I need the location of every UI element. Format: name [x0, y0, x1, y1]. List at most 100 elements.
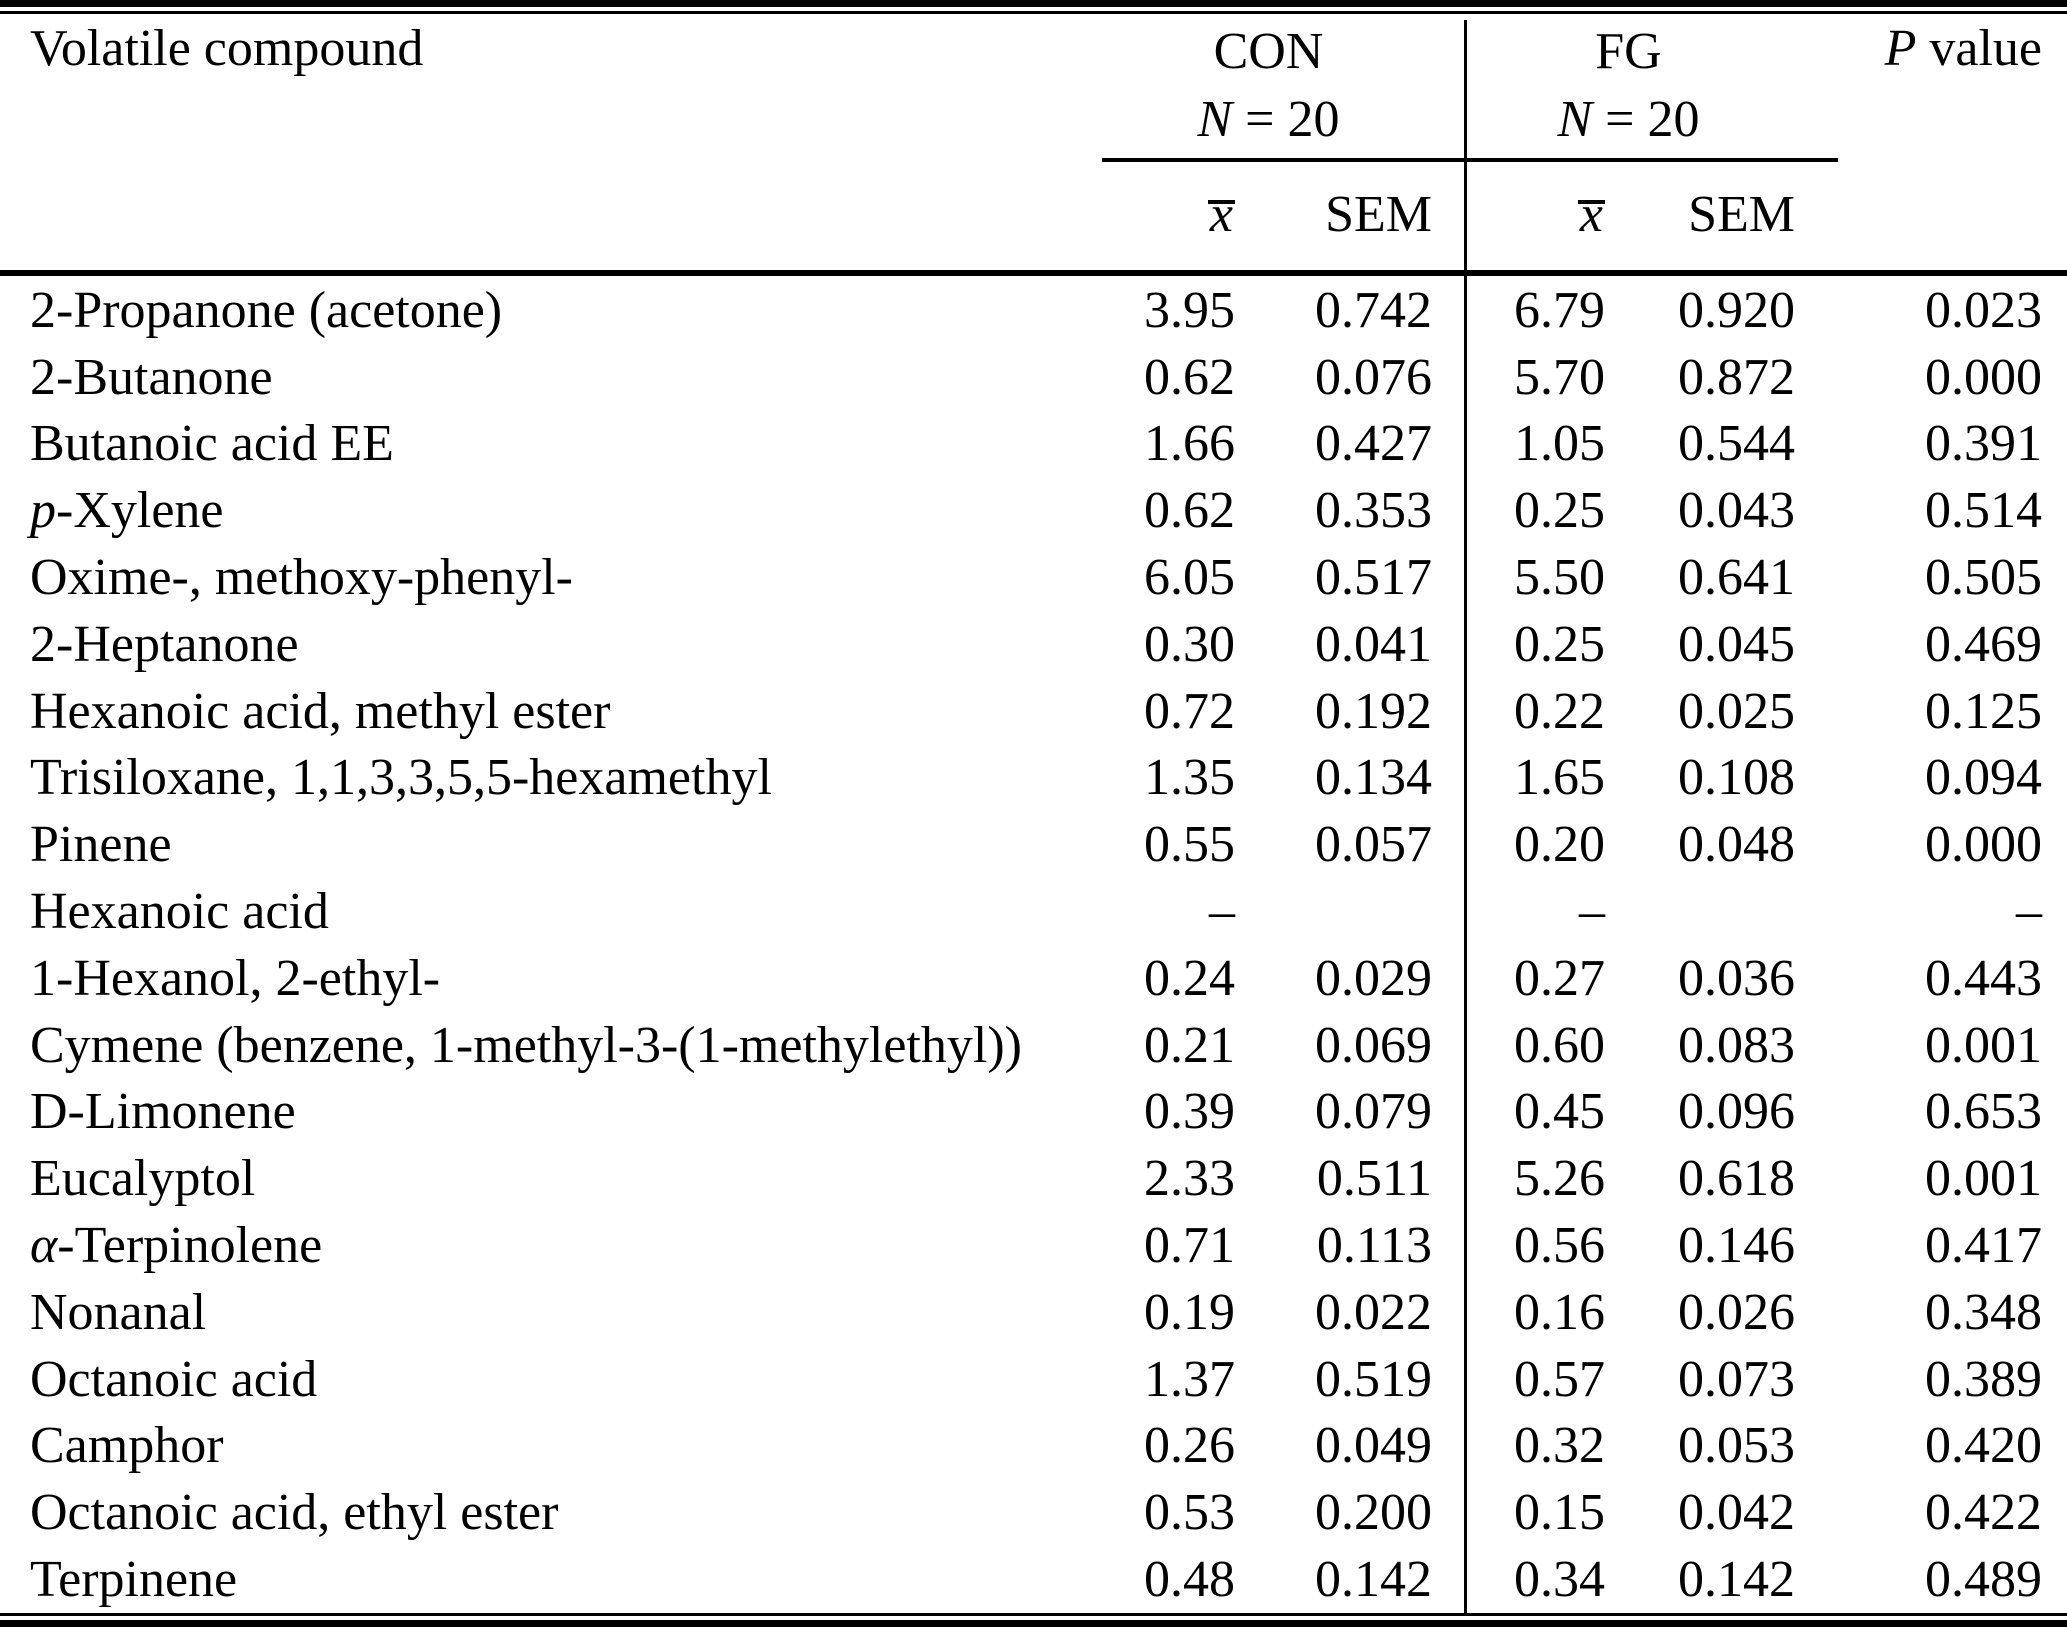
compound-name: Cymene (benzene, 1-methyl-3-(1-methyleth…	[0, 1016, 1105, 1075]
table-row: Camphor 0.26 0.049 0.32 0.053 0.420	[0, 1413, 2067, 1480]
fg-mean-value: 6.79	[1514, 281, 1605, 339]
p-value: 0.000	[1925, 816, 2042, 874]
compound-name: 2-Propanone (acetone)	[0, 281, 1105, 340]
con-sem-value: 0.192	[1315, 682, 1432, 740]
compound-name-text: Pinene	[30, 816, 172, 874]
compound-name-text: Nonanal	[30, 1283, 207, 1341]
fg-mean-value: 0.20	[1514, 816, 1605, 874]
fg-mean-value: 0.25	[1514, 615, 1605, 673]
con-group-name: CON	[1213, 23, 1324, 80]
p-value: 0.417	[1925, 1217, 2042, 1275]
fg-sem-value: 0.025	[1678, 682, 1795, 740]
compound-name-text: Trisiloxane, 1,1,3,3,5,5-hexamethyl	[30, 749, 772, 807]
fg-mean-value: 0.56	[1514, 1217, 1605, 1275]
sub-header-spacer	[0, 184, 1105, 246]
con-sem-value: 0.511	[1316, 1150, 1432, 1208]
compound-name-italic: α	[30, 1217, 58, 1275]
con-sem-value: 0.079	[1315, 1083, 1432, 1141]
table-row: Hexanoic acid – – –	[0, 878, 2067, 945]
compound-name-text: Terpinene	[30, 1551, 238, 1609]
fg-mean-value: 0.57	[1514, 1350, 1605, 1408]
table-row: Cymene (benzene, 1-methyl-3-(1-methyleth…	[0, 1012, 2067, 1079]
compound-name: D-Limonene	[0, 1082, 1105, 1141]
compound-name-text: D-Limonene	[30, 1083, 296, 1141]
p-value: 0.505	[1925, 549, 2042, 607]
compound-name: α-Terpinolene	[0, 1216, 1105, 1275]
table-row: Butanoic acid EE 1.66 0.427 1.05 0.544 0…	[0, 411, 2067, 478]
compound-name: Eucalyptol	[0, 1149, 1105, 1208]
table-row: Trisiloxane, 1,1,3,3,5,5-hexamethyl 1.35…	[0, 745, 2067, 812]
con-group-header: CON N = 20	[1105, 18, 1432, 154]
compound-name: Hexanoic acid, methyl ester	[0, 682, 1105, 741]
con-sem-value: 0.742	[1315, 281, 1432, 339]
p-symbol: P	[1884, 20, 1917, 77]
fg-sem-value: 0.618	[1678, 1150, 1795, 1208]
compound-name: 1-Hexanol, 2-ethyl-	[0, 949, 1105, 1008]
con-mean-value: 0.39	[1144, 1083, 1235, 1141]
compound-name-text: Eucalyptol	[30, 1150, 256, 1208]
fg-mean-value: 0.15	[1514, 1484, 1605, 1542]
compound-name-text: 2-Propanone (acetone)	[30, 281, 503, 339]
compound-column-header: Volatile compound	[30, 20, 424, 77]
fg-sem-value: 0.920	[1678, 281, 1795, 339]
con-sem-value: 0.519	[1315, 1350, 1432, 1408]
n-value: = 20	[1232, 91, 1340, 148]
fg-mean-header: x	[1432, 184, 1606, 246]
mean-symbol: x	[1577, 184, 1606, 246]
con-sem-value: 0.427	[1315, 415, 1432, 473]
con-mean-value: 0.62	[1144, 348, 1235, 406]
fg-sem-value: 0.641	[1678, 549, 1795, 607]
compound-name: Terpinene	[0, 1550, 1105, 1609]
compound-name: Oxime-, methoxy-phenyl-	[0, 548, 1105, 607]
table-row: 2-Heptanone 0.30 0.041 0.25 0.045 0.469	[0, 611, 2067, 678]
fg-sem-value: 0.073	[1678, 1350, 1795, 1408]
compound-name-text: 1-Hexanol, 2-ethyl-	[30, 949, 441, 1007]
compound-name: Camphor	[0, 1416, 1105, 1475]
compound-name-text: 2-Butanone	[30, 348, 273, 406]
con-sem-value: 0.022	[1315, 1283, 1432, 1341]
fg-mean-value: 1.65	[1514, 749, 1605, 807]
con-sem-value: 0.069	[1315, 1016, 1432, 1074]
con-mean-value: 0.62	[1144, 482, 1235, 540]
table-row: Octanoic acid 1.37 0.519 0.57 0.073 0.38…	[0, 1346, 2067, 1413]
table-row: Pinene 0.55 0.057 0.20 0.048 0.000	[0, 811, 2067, 878]
n-symbol: N	[1197, 91, 1233, 148]
table-body: 2-Propanone (acetone) 3.95 0.742 6.79 0.…	[0, 277, 2067, 1613]
fg-mean-value: 5.26	[1514, 1150, 1605, 1208]
p-value: 0.094	[1925, 749, 2042, 807]
p-header-spacer	[1795, 184, 2042, 246]
fg-mean-value: 0.22	[1514, 682, 1605, 740]
fg-mean-value: 5.70	[1514, 348, 1605, 406]
con-mean-value: 2.33	[1144, 1150, 1235, 1208]
compound-name: Pinene	[0, 815, 1105, 874]
fg-sem-value: 0.096	[1678, 1083, 1795, 1141]
con-sem-value: 0.041	[1315, 615, 1432, 673]
fg-sem-value: 0.045	[1678, 615, 1795, 673]
compound-name-text: Hexanoic acid	[30, 883, 329, 941]
fg-sem-value: 0.108	[1678, 749, 1795, 807]
compound-name: 2-Heptanone	[0, 615, 1105, 674]
table-row: Hexanoic acid, methyl ester 0.72 0.192 0…	[0, 678, 2067, 745]
p-value: –	[2016, 883, 2042, 941]
con-sem-value: 0.517	[1315, 549, 1432, 607]
con-sem-value: 0.049	[1315, 1417, 1432, 1475]
fg-sem-header: SEM	[1688, 186, 1795, 243]
header-group-rule	[1102, 158, 1838, 162]
fg-sem-value: 0.146	[1678, 1217, 1795, 1275]
p-value: 0.001	[1925, 1150, 2042, 1208]
con-mean-value: 0.55	[1144, 816, 1235, 874]
fg-mean-value: 0.25	[1514, 482, 1605, 540]
p-value: 0.348	[1925, 1283, 2042, 1341]
con-mean-value: 0.48	[1144, 1551, 1235, 1609]
con-sem-header: SEM	[1325, 186, 1432, 243]
fg-mean-value: 0.45	[1514, 1083, 1605, 1141]
p-value: 0.389	[1925, 1350, 2042, 1408]
fg-mean-value: –	[1579, 883, 1605, 941]
fg-mean-value: 0.34	[1514, 1551, 1605, 1609]
con-mean-value: 1.66	[1144, 415, 1235, 473]
compound-name-text: 2-Heptanone	[30, 615, 299, 673]
fg-mean-value: 1.05	[1514, 415, 1605, 473]
compound-name-text: Octanoic acid, ethyl ester	[30, 1484, 559, 1542]
p-value: 0.000	[1925, 348, 2042, 406]
con-mean-value: 6.05	[1144, 549, 1235, 607]
